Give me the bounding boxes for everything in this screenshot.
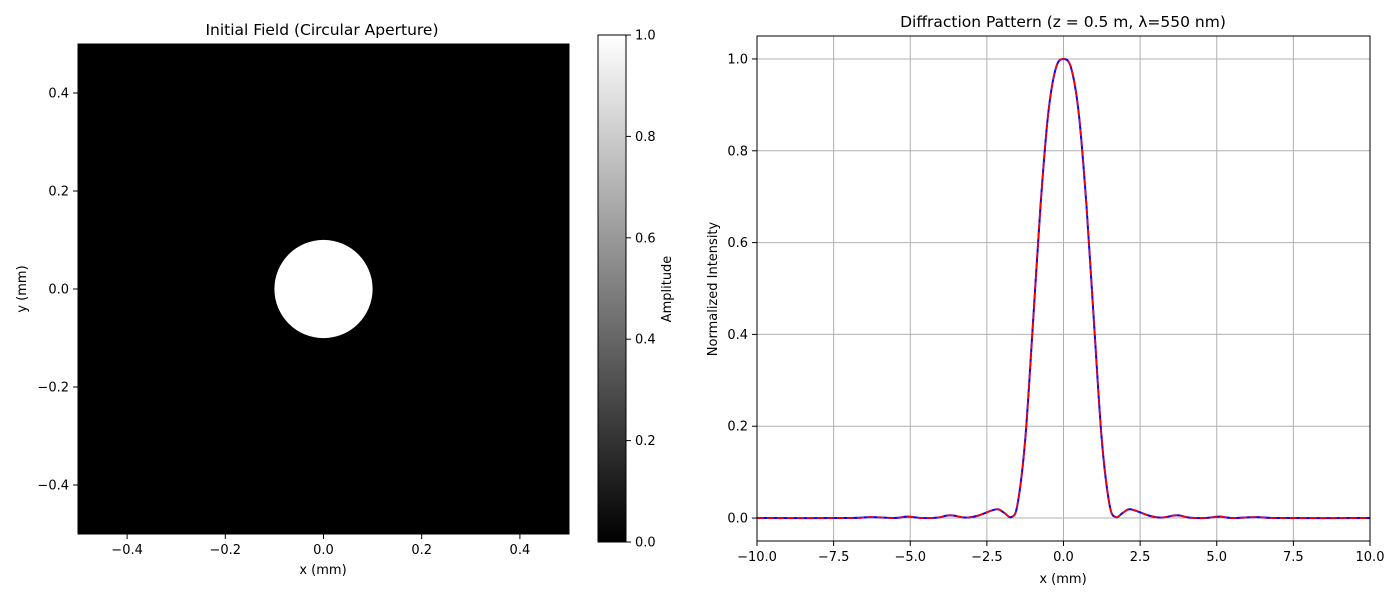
line-y-label: Normalized Intensity [706, 221, 721, 356]
line-x-tick-label: 5.0 [1206, 550, 1227, 565]
heatmap-x-tick-label: −0.2 [210, 543, 242, 558]
line-y-tick-label: 0.0 [727, 512, 748, 527]
aperture-disk [274, 239, 373, 339]
heatmap-y-tick-label: −0.4 [37, 479, 69, 494]
colorbar-tick-label: 0.6 [635, 231, 656, 246]
heatmap-y-tick-label: 0.2 [48, 185, 69, 200]
line-y-tick-label: 0.4 [727, 328, 748, 343]
line-x-label: x (mm) [1039, 572, 1086, 587]
line-x-tick-label: −5.0 [894, 550, 926, 565]
series-line-red-dashed [757, 58, 1370, 519]
heatmap-y-tick-label: −0.2 [37, 381, 69, 396]
colorbar-tick-label: 0.0 [635, 536, 656, 551]
colorbar-tick-label: 0.2 [635, 434, 656, 449]
colorbar-tick-label: 1.0 [635, 29, 656, 44]
heatmap-panel: Initial Field (Circular Aperture) −0.4 −0… [15, 21, 570, 578]
colorbar-label: Amplitude [660, 256, 675, 323]
line-x-ticks: −10.0 −7.5 −5.0 −2.5 0.0 2.5 5.0 7.5 10.0 [737, 541, 1384, 565]
line-panel: Diffraction Pattern (z = 0.5 m, λ=550 nm… [706, 13, 1384, 587]
line-x-tick-label: −10.0 [737, 550, 777, 565]
line-y-tick-label: 1.0 [727, 52, 748, 67]
line-x-tick-label: 10.0 [1356, 550, 1385, 565]
line-x-tick-label: −2.5 [971, 550, 1003, 565]
heatmap-title: Initial Field (Circular Aperture) [205, 21, 438, 39]
heatmap-x-tick-label: 0.4 [510, 543, 531, 558]
line-y-ticks: 0.0 0.2 0.4 0.6 0.8 1.0 [727, 52, 757, 527]
heatmap-x-tick-label: 0.0 [313, 543, 334, 558]
colorbar: 0.0 0.2 0.4 0.6 0.8 1.0 Amplitude [597, 29, 675, 551]
line-x-tick-label: 7.5 [1283, 550, 1304, 565]
heatmap-y-tick-label: 0.4 [48, 87, 69, 102]
heatmap-x-label: x (mm) [299, 563, 346, 578]
heatmap-x-ticks: −0.4 −0.2 0.0 0.2 0.4 [111, 534, 530, 558]
colorbar-tick-label: 0.4 [635, 333, 656, 348]
colorbar-tick-label: 0.8 [635, 130, 656, 145]
heatmap-x-tick-label: 0.2 [411, 543, 432, 558]
line-x-tick-label: 2.5 [1130, 550, 1151, 565]
line-grid [756, 36, 1371, 541]
line-y-tick-label: 0.6 [727, 236, 748, 251]
heatmap-y-ticks: −0.4 −0.2 0.0 0.2 0.4 [37, 87, 78, 494]
line-y-tick-label: 0.2 [727, 420, 748, 435]
line-series [757, 57, 1370, 520]
line-x-tick-label: 0.0 [1053, 550, 1074, 565]
heatmap-y-label: y (mm) [15, 265, 30, 312]
colorbar-gradient [597, 34, 627, 543]
colorbar-ticks: 0.0 0.2 0.4 0.6 0.8 1.0 [626, 29, 656, 551]
line-x-tick-label: −7.5 [818, 550, 850, 565]
heatmap-x-tick-label: −0.4 [111, 543, 143, 558]
line-title: Diffraction Pattern (z = 0.5 m, λ=550 nm… [900, 13, 1226, 31]
line-y-tick-label: 0.8 [727, 144, 748, 159]
heatmap-y-tick-label: 0.0 [48, 283, 69, 298]
